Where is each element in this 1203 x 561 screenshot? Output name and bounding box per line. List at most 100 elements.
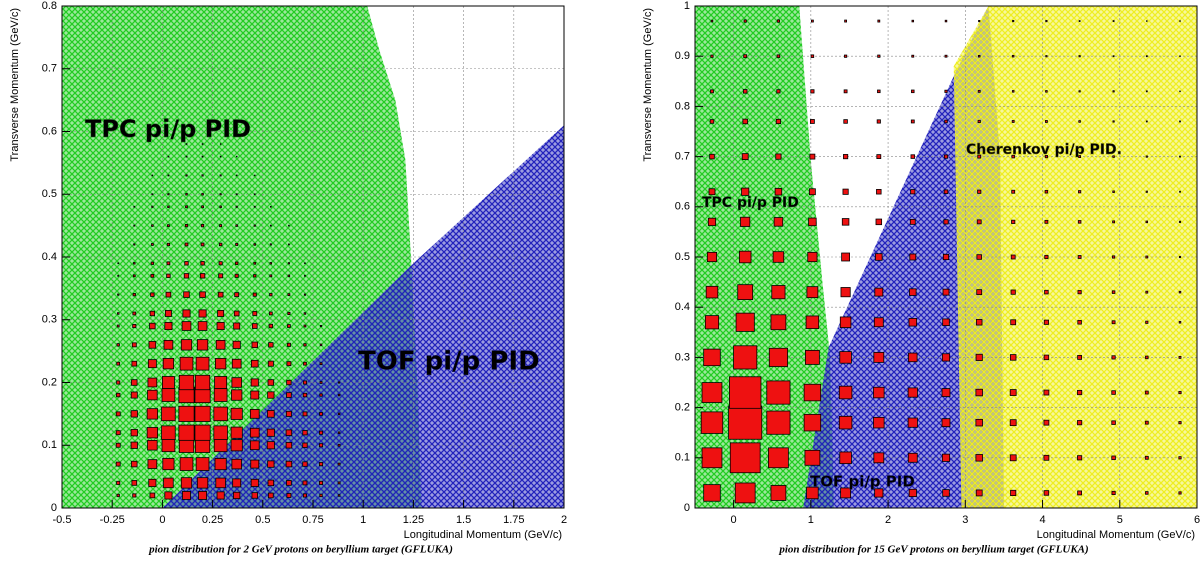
box: [975, 489, 983, 497]
box: [213, 406, 228, 422]
box: [253, 274, 257, 278]
box: [116, 480, 121, 485]
box: [1010, 489, 1017, 496]
box: [1145, 120, 1148, 123]
x-tick-label: 0.75: [302, 514, 323, 526]
y-tick-label: 0.7: [675, 151, 690, 163]
box: [146, 427, 158, 439]
box: [285, 429, 293, 436]
box: [150, 292, 155, 297]
box: [806, 286, 819, 299]
box: [910, 189, 916, 195]
box: [1010, 319, 1017, 326]
box: [1043, 454, 1050, 461]
x-tick-label: 4: [1039, 514, 1045, 526]
box: [151, 193, 154, 196]
box: [810, 19, 814, 23]
box: [944, 119, 948, 124]
box: [1077, 389, 1083, 396]
box: [151, 174, 154, 177]
box: [219, 143, 222, 145]
box: [303, 324, 307, 328]
box: [841, 218, 850, 226]
box: [1045, 55, 1048, 58]
box: [197, 321, 208, 331]
box: [201, 174, 204, 177]
box: [231, 389, 243, 401]
box: [231, 458, 242, 470]
box: [1077, 355, 1083, 360]
box: [235, 205, 238, 208]
box: [218, 242, 223, 247]
box: [1145, 90, 1148, 93]
box: [1043, 354, 1050, 361]
box: [185, 143, 188, 145]
box: [116, 380, 121, 385]
box: [167, 155, 170, 158]
box: [1010, 289, 1016, 295]
box: [735, 312, 755, 332]
box: [130, 441, 138, 449]
box: [1178, 290, 1182, 294]
box: [742, 89, 748, 94]
box: [319, 412, 323, 416]
box: [198, 491, 207, 500]
box: [218, 261, 223, 266]
box: [149, 322, 156, 330]
box: [319, 480, 324, 485]
box: [941, 388, 951, 397]
box: [1145, 220, 1149, 224]
box: [774, 188, 783, 196]
box: [1144, 390, 1149, 395]
box: [840, 487, 851, 499]
box: [1009, 354, 1017, 361]
box: [285, 442, 293, 449]
box: [178, 424, 195, 441]
box: [805, 350, 820, 365]
box: [233, 322, 241, 330]
box: [131, 342, 137, 348]
box: [286, 361, 292, 367]
box: [200, 242, 205, 247]
box: [132, 274, 136, 278]
box: [217, 310, 225, 317]
box: [907, 387, 918, 398]
box: [166, 242, 171, 247]
box: [147, 440, 158, 451]
box: [250, 390, 260, 400]
box: [1112, 55, 1115, 58]
box: [302, 480, 308, 486]
box: [116, 343, 120, 347]
box: [147, 359, 157, 369]
box: [975, 454, 983, 462]
box: [876, 119, 881, 124]
box: [270, 205, 272, 208]
box: [285, 460, 293, 468]
box: [215, 340, 226, 350]
box: [147, 459, 158, 469]
box: [839, 451, 852, 465]
box: [231, 377, 242, 388]
region-label: TOF pi/p PID: [810, 473, 915, 491]
box: [178, 405, 195, 422]
box: [201, 193, 204, 196]
box: [941, 353, 951, 362]
box: [1078, 120, 1081, 123]
box: [843, 89, 848, 94]
box: [844, 19, 847, 23]
box: [703, 348, 721, 367]
box: [167, 193, 170, 196]
box: [132, 324, 137, 329]
box: [842, 188, 849, 195]
box: [1011, 154, 1015, 159]
box: [1111, 490, 1116, 496]
box: [213, 425, 228, 440]
box: [268, 323, 273, 329]
box: [150, 261, 154, 265]
y-axis-title: Transverse Momentum (GeV/c): [9, 8, 21, 162]
box: [163, 340, 174, 350]
x-tick-label: 0: [731, 514, 737, 526]
box: [1078, 20, 1081, 22]
box: [1043, 319, 1049, 325]
box: [1145, 190, 1148, 193]
